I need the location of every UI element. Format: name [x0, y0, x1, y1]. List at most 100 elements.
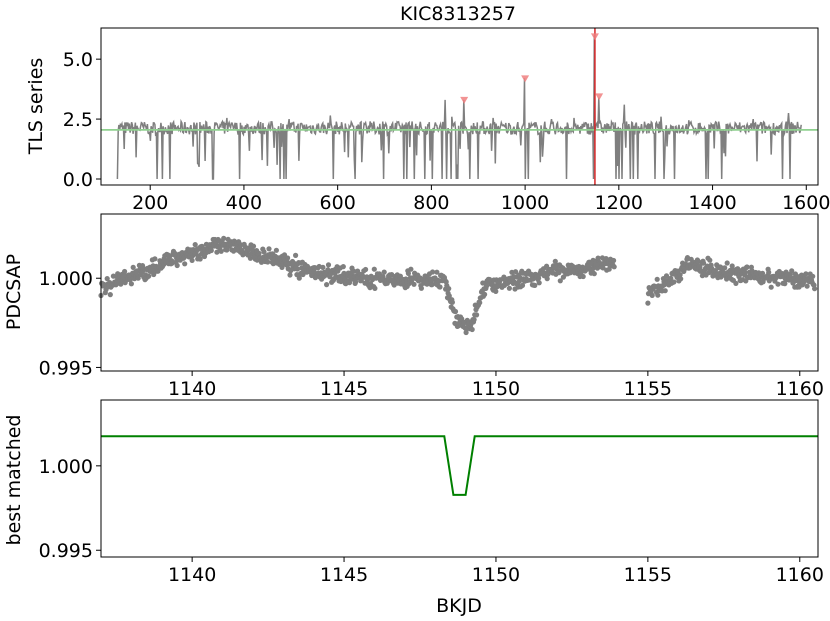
flux-point — [424, 281, 430, 287]
flux-point — [557, 278, 563, 284]
flux-point — [724, 260, 730, 266]
flux-point — [346, 280, 353, 286]
pdcsap-panel: 1140 1145 1150 1155 1160 0.995 1.000 PDCSAP — [3, 213, 824, 400]
flux-point — [766, 269, 772, 275]
x-tick-label: 1150 — [472, 378, 520, 400]
flux-point — [532, 282, 538, 288]
flux-point — [733, 280, 739, 286]
flux-point — [678, 276, 684, 282]
flux-point — [804, 283, 810, 289]
flux-point — [663, 273, 670, 279]
flux-point — [536, 275, 542, 281]
pdcsap-ylabel: PDCSAP — [3, 254, 25, 330]
flux-point — [273, 247, 279, 253]
flux-point — [381, 269, 387, 275]
peak-marker — [521, 75, 530, 83]
flux-point — [152, 256, 158, 262]
flux-point — [722, 265, 728, 271]
flux-point — [768, 284, 774, 290]
flux-point — [677, 272, 683, 278]
flux-point — [146, 273, 152, 279]
flux-point — [729, 263, 735, 269]
flux-point — [261, 249, 267, 255]
flux-point — [397, 273, 403, 279]
best-matched-ylabel: best matched — [3, 415, 25, 546]
flux-point — [430, 269, 436, 275]
flux-point — [701, 260, 707, 266]
flux-point — [474, 312, 480, 318]
flux-point — [265, 259, 271, 265]
flux-point — [182, 261, 188, 267]
flux-point — [449, 299, 455, 305]
flux-point — [580, 273, 586, 280]
flux-point — [649, 292, 655, 298]
x-tick-label: 400 — [226, 192, 262, 214]
flux-point — [197, 256, 203, 262]
flux-point — [493, 288, 499, 294]
flux-point — [405, 270, 411, 276]
flux-point — [418, 285, 424, 291]
x-tick-label: 1145 — [320, 378, 368, 400]
peak-marker — [460, 96, 469, 104]
x-tick-label: 1600 — [782, 192, 830, 214]
flux-point — [810, 273, 816, 279]
best-matched-axes-frame — [100, 399, 819, 558]
flux-point — [192, 242, 198, 248]
flux-point — [530, 276, 536, 282]
flux-point — [662, 288, 668, 294]
flux-point — [536, 280, 542, 286]
flux-point — [324, 282, 330, 288]
x-tick-label: 1000 — [501, 192, 549, 214]
peak-marker — [595, 93, 604, 101]
flux-point — [519, 282, 526, 288]
flux-point — [135, 275, 141, 281]
x-tick-label: 1200 — [595, 192, 643, 214]
flux-point — [611, 264, 617, 270]
flux-point — [287, 272, 293, 278]
pdcsap-axes-frame — [100, 213, 819, 372]
flux-point — [712, 268, 719, 274]
flux-point — [437, 284, 443, 290]
flux-point — [122, 268, 128, 275]
x-tick-label: 1145 — [320, 564, 368, 586]
best-matched-plot-area — [101, 435, 818, 496]
flux-point — [218, 248, 224, 254]
flux-point — [256, 250, 262, 256]
y-tick-label: 0.995 — [39, 357, 93, 379]
best-matched-xlabel: BKJD — [436, 595, 482, 617]
flux-point — [803, 271, 809, 277]
flux-point — [371, 266, 377, 272]
flux-point — [469, 326, 475, 333]
flux-point — [782, 281, 788, 287]
x-tick-label: 1140 — [168, 564, 216, 586]
flux-point — [293, 252, 299, 258]
chart-title: KIC8313257 — [400, 3, 516, 25]
flux-point — [645, 300, 651, 306]
flux-point — [340, 264, 346, 270]
flux-point — [611, 257, 617, 264]
flux-point — [544, 276, 550, 282]
flux-point — [654, 276, 660, 282]
flux-point — [130, 264, 136, 270]
flux-point — [477, 300, 483, 306]
flux-point — [552, 258, 558, 264]
flux-point — [606, 266, 612, 272]
flux-point — [325, 262, 332, 268]
flux-point — [655, 292, 661, 298]
flux-point — [351, 268, 357, 274]
tls-series-line — [116, 35, 802, 180]
x-tick-label: 200 — [132, 192, 168, 214]
flux-point — [189, 257, 195, 263]
x-tick-label: 1150 — [472, 564, 520, 586]
x-tick-label: 600 — [320, 192, 356, 214]
flux-point — [759, 270, 766, 276]
flux-point — [463, 329, 469, 336]
flux-point — [775, 281, 781, 287]
flux-point — [266, 246, 272, 252]
flux-point — [742, 269, 748, 275]
x-tick-label: 1400 — [688, 192, 736, 214]
flux-point — [408, 266, 414, 272]
y-tick-label: 0.995 — [39, 540, 93, 562]
flux-point — [104, 276, 110, 282]
